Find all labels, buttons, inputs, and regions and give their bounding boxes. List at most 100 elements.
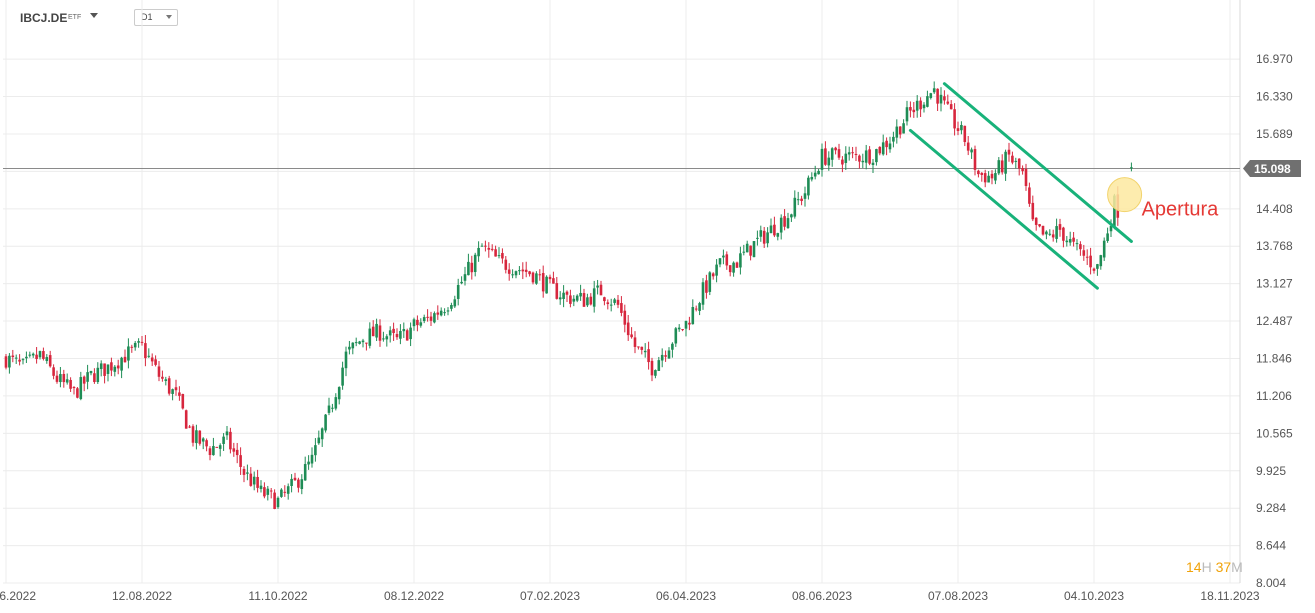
candle-body xyxy=(446,310,450,312)
candle-body xyxy=(378,325,382,341)
candle-body xyxy=(195,430,198,444)
chart-toolbar: IBCJ.DE ETF D1 xyxy=(0,0,1240,34)
candle-body xyxy=(120,357,123,371)
candle-body xyxy=(443,312,446,314)
y-tick-label: 11.206 xyxy=(1256,389,1292,403)
candle-body xyxy=(538,274,542,276)
candle-body xyxy=(501,253,504,259)
candle-body xyxy=(174,387,178,391)
candle-body xyxy=(412,319,416,327)
y-tick-label: 15.689 xyxy=(1256,127,1293,141)
symbol-name[interactable]: IBCJ.DE xyxy=(20,11,68,25)
symbol-dropdown-icon[interactable] xyxy=(90,13,98,18)
candle-body xyxy=(1028,187,1031,204)
candle-body xyxy=(106,364,110,374)
candle-body xyxy=(1004,151,1007,174)
current-price-value: 15.098 xyxy=(1254,162,1291,176)
candle-body xyxy=(188,426,191,428)
x-tick-label: 04.10.2023 xyxy=(1064,589,1124,603)
candle-body xyxy=(701,282,705,305)
candle-body xyxy=(252,476,256,485)
candle-body xyxy=(375,323,378,338)
candle-body xyxy=(1045,231,1048,235)
candle-body xyxy=(681,329,684,331)
candle-body xyxy=(473,254,477,272)
candle-body xyxy=(181,393,185,409)
candle-body xyxy=(433,313,436,323)
candle-body xyxy=(671,343,674,350)
candle-body xyxy=(409,327,412,340)
candle-body xyxy=(490,248,494,250)
candle-body xyxy=(977,170,980,175)
candle-body xyxy=(626,322,630,336)
candle-body xyxy=(575,295,579,301)
y-tick-label: 10.565 xyxy=(1256,426,1293,440)
candle-body xyxy=(807,177,810,196)
timeframe-select[interactable]: D1 xyxy=(134,9,178,26)
candle-body xyxy=(552,278,555,284)
candle-body xyxy=(436,312,440,315)
candle-body xyxy=(548,276,552,280)
candle-body xyxy=(1102,240,1106,258)
candle-body xyxy=(715,264,718,276)
candle-body xyxy=(926,96,929,107)
y-tick-label: 16.970 xyxy=(1256,52,1293,66)
candle-body xyxy=(65,379,69,383)
candle-body xyxy=(1031,202,1035,220)
candle-body xyxy=(824,148,827,165)
candle-body xyxy=(728,265,732,273)
candle-body xyxy=(439,310,443,316)
candle-body xyxy=(48,355,52,367)
candle-body xyxy=(800,198,803,202)
candle-body xyxy=(480,245,484,247)
candle-body xyxy=(96,367,100,383)
chevron-down-icon xyxy=(166,15,172,19)
candle-body xyxy=(157,366,161,377)
x-tick-label: 06.04.2023 xyxy=(656,589,716,603)
candle-body xyxy=(732,262,735,273)
candle-body xyxy=(983,173,987,183)
candle-body xyxy=(864,150,868,163)
candle-body xyxy=(320,428,324,440)
candle-body xyxy=(987,175,990,183)
channel-lower-line xyxy=(908,128,1099,290)
candle-body xyxy=(354,342,358,344)
candle-body xyxy=(892,136,895,142)
candle-body xyxy=(735,262,739,268)
candle-body xyxy=(776,233,780,237)
candle-body xyxy=(456,284,460,299)
candle-body xyxy=(994,173,997,181)
candle-body xyxy=(844,153,848,163)
candle-body xyxy=(1017,158,1021,169)
candle-body xyxy=(654,370,657,376)
candle-body xyxy=(147,355,151,357)
x-tick-label: 07.02.2023 xyxy=(520,589,580,603)
y-tick-label: 9.284 xyxy=(1256,501,1286,515)
candle-countdown: 14H 37M xyxy=(1186,559,1243,575)
candle-body xyxy=(793,197,797,217)
candle-body xyxy=(851,152,854,154)
candle-body xyxy=(154,359,157,365)
candle-body xyxy=(623,310,627,325)
timer-minutes-unit: M xyxy=(1231,559,1243,575)
candle-body xyxy=(1024,168,1028,186)
candles xyxy=(4,81,1133,510)
candle-body xyxy=(769,225,773,234)
candle-body xyxy=(314,445,317,456)
candle-body xyxy=(521,269,525,272)
candle-body xyxy=(259,485,263,489)
candle-body xyxy=(45,357,49,361)
candle-body xyxy=(297,479,300,488)
candle-body xyxy=(1007,149,1011,155)
candle-body xyxy=(103,363,106,376)
candle-body xyxy=(1048,233,1052,235)
candle-body xyxy=(599,284,603,296)
timer-hours-unit: H xyxy=(1201,559,1212,575)
candle-body xyxy=(344,351,348,369)
candle-body xyxy=(392,328,395,334)
candle-body xyxy=(691,307,695,325)
candle-body xyxy=(674,328,678,344)
candle-body xyxy=(388,330,392,336)
candle-body xyxy=(52,367,55,376)
